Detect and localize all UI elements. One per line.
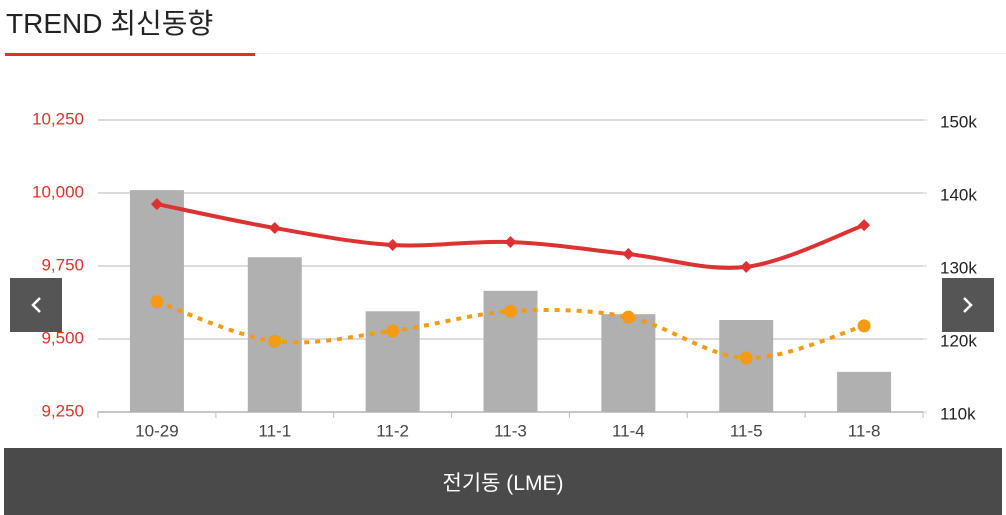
x-tick-label: 11-5 — [730, 421, 763, 440]
x-tick-label: 11-1 — [258, 421, 291, 440]
y-tick-label: 10,000 — [32, 182, 84, 201]
x-tick-label: 11-8 — [848, 421, 881, 440]
marker — [857, 319, 871, 333]
marker — [386, 238, 399, 251]
x-tick-label: 10-29 — [135, 421, 178, 440]
marker — [622, 248, 635, 261]
y-tick-label: 9,750 — [41, 255, 84, 274]
marker — [268, 222, 281, 235]
marker — [740, 260, 753, 273]
y2-tick-label: 130k — [940, 258, 977, 277]
y2-tick-label: 150k — [940, 112, 977, 131]
marker — [739, 351, 753, 365]
bar — [837, 371, 892, 412]
next-button[interactable] — [942, 278, 994, 332]
marker — [504, 304, 517, 318]
x-tick-label: 11-2 — [376, 421, 409, 440]
marker — [858, 219, 871, 232]
chart: 9,250 9,500 9,750 10,000 10,250 110k 120k 130k 1… — [32, 109, 977, 440]
marker — [504, 236, 517, 249]
y-tick-label: 9,500 — [41, 328, 84, 347]
next-icon — [963, 297, 973, 313]
bar — [719, 320, 774, 412]
marker — [150, 198, 163, 211]
chart-caption: 전기동 (LME) — [4, 448, 1002, 515]
marker — [621, 310, 635, 324]
prev-icon — [31, 297, 41, 313]
y-tick-label: 10,250 — [32, 109, 84, 128]
prev-button[interactable] — [10, 278, 62, 332]
x-tick-label: 11-3 — [494, 421, 527, 440]
bar — [247, 257, 302, 412]
y2-tick-label: 140k — [940, 185, 977, 204]
marker — [386, 324, 400, 338]
marker — [268, 334, 282, 348]
bar — [601, 314, 656, 412]
page-title: TREND 최신동향 — [6, 8, 214, 39]
y2-tick-label: 110k — [940, 404, 976, 423]
y-tick-label: 9,250 — [41, 401, 84, 420]
marker — [150, 295, 164, 309]
title-rule — [0, 53, 1006, 54]
y2-tick-label: 120k — [940, 331, 977, 350]
title-accent — [5, 53, 255, 56]
x-tick-label: 11-4 — [612, 421, 645, 440]
